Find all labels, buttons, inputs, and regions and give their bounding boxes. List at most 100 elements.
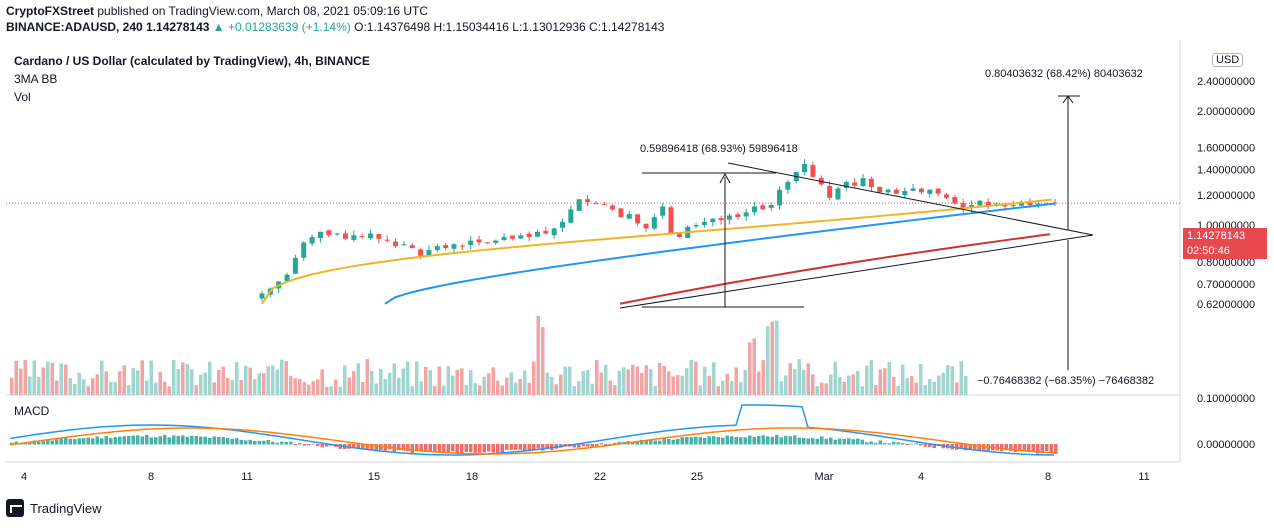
volume-bar bbox=[883, 368, 887, 395]
volume-bar bbox=[455, 369, 459, 395]
macd-histogram-bar bbox=[226, 437, 230, 445]
volume-bar bbox=[869, 360, 873, 395]
volume-bar bbox=[739, 382, 743, 395]
volume-bar bbox=[19, 368, 23, 395]
candle-body bbox=[977, 200, 983, 206]
macd-histogram-bar bbox=[532, 444, 536, 451]
indicator-ma-label[interactable]: 3MA BB bbox=[14, 72, 58, 86]
macd-histogram-bar bbox=[770, 436, 774, 445]
volume-bar bbox=[329, 386, 333, 395]
volume-bar bbox=[59, 363, 63, 395]
candle-body bbox=[860, 178, 866, 187]
macd-histogram-bar bbox=[176, 435, 180, 445]
candle-body bbox=[518, 235, 524, 239]
volume-bar bbox=[617, 370, 621, 395]
macd-histogram-bar bbox=[779, 437, 783, 445]
time-tick-label: 8 bbox=[148, 471, 154, 483]
candle-body bbox=[902, 191, 908, 196]
macd-histogram-bar bbox=[743, 437, 747, 445]
currency-button[interactable]: USD bbox=[1212, 53, 1244, 67]
volume-bar bbox=[86, 386, 90, 395]
volume-bar bbox=[244, 365, 248, 395]
macd-histogram-bar bbox=[712, 436, 716, 445]
macd-histogram-bar bbox=[1027, 444, 1031, 453]
volume-bar bbox=[320, 369, 324, 395]
macd-histogram-bar bbox=[545, 444, 549, 449]
macd-histogram-bar bbox=[352, 444, 356, 448]
volume-bar bbox=[118, 371, 122, 395]
candle-body bbox=[551, 228, 557, 236]
macd-histogram-bar bbox=[964, 444, 968, 451]
macd-histogram-bar bbox=[77, 438, 81, 445]
volume-bar bbox=[770, 321, 774, 395]
candle-body bbox=[468, 240, 474, 245]
volume-bar bbox=[487, 373, 491, 395]
macd-histogram-bar bbox=[406, 444, 410, 452]
indicator-vol-label[interactable]: Vol bbox=[14, 90, 31, 104]
macd-histogram-bar bbox=[820, 436, 824, 445]
volume-bar bbox=[127, 385, 131, 395]
volume-bar bbox=[154, 382, 158, 395]
macd-histogram-bar bbox=[662, 438, 666, 445]
macd-histogram-bar bbox=[113, 437, 117, 445]
volume-bar bbox=[383, 378, 387, 395]
ma-fast-line bbox=[261, 198, 1053, 305]
volume-bar bbox=[32, 360, 36, 395]
volume-bar bbox=[203, 372, 207, 395]
macd-label[interactable]: MACD bbox=[14, 404, 50, 418]
candle-body bbox=[451, 244, 457, 249]
volume-bar bbox=[496, 380, 500, 395]
volume-bar bbox=[797, 359, 801, 395]
volume-bar bbox=[262, 373, 266, 395]
volume-bar bbox=[518, 378, 522, 395]
volume-bar bbox=[478, 385, 482, 395]
macd-histogram-bar bbox=[865, 442, 869, 445]
macd-histogram-bar bbox=[59, 438, 63, 445]
volume-bar bbox=[730, 381, 734, 395]
quote-line: BINANCE:ADAUSD, 240 1.14278143 ▲ +0.0128… bbox=[6, 20, 664, 34]
macd-histogram-bar bbox=[280, 441, 284, 445]
macd-histogram-bar bbox=[901, 442, 905, 445]
volume-bar bbox=[757, 371, 761, 395]
volume-bar bbox=[788, 363, 792, 395]
bottom-target-label: −0.76468382 (−68.35%) −76468382 bbox=[977, 375, 1154, 387]
macd-histogram-bar bbox=[883, 443, 887, 445]
candle-body bbox=[284, 274, 290, 282]
macd-histogram-bar bbox=[221, 437, 225, 445]
volume-bar bbox=[527, 382, 531, 395]
macd-histogram-bar bbox=[1004, 444, 1008, 451]
volume-bar bbox=[811, 374, 815, 395]
volume-bar bbox=[964, 375, 968, 395]
volume-bar bbox=[397, 377, 401, 395]
macd-histogram-bar bbox=[878, 440, 882, 445]
volume-bar bbox=[208, 361, 212, 395]
triangle-upper-line bbox=[727, 162, 1094, 236]
candle-body bbox=[676, 232, 682, 238]
volume-bar bbox=[851, 374, 855, 395]
volume-bar bbox=[914, 382, 918, 395]
volume-bar bbox=[347, 377, 351, 395]
volume-bar bbox=[860, 386, 864, 395]
macd-histogram-bar bbox=[572, 444, 576, 448]
price-tick-label: 2.00000000 bbox=[1197, 106, 1255, 118]
flagpole-label: 0.59896418 (68.93%) 59896418 bbox=[640, 143, 798, 155]
volume-bar bbox=[514, 382, 518, 395]
macd-histogram-bar bbox=[932, 444, 936, 449]
candle-body bbox=[534, 231, 540, 237]
price-tick-label: 0.80000000 bbox=[1197, 257, 1255, 269]
volume-bar bbox=[460, 368, 464, 395]
macd-histogram-bar bbox=[415, 444, 419, 451]
macd-signal-line bbox=[9, 427, 1055, 455]
volume-bar bbox=[442, 385, 446, 395]
macd-histogram-bar bbox=[73, 439, 77, 445]
volume-bar bbox=[311, 381, 315, 395]
macd-histogram-bar bbox=[968, 444, 972, 450]
volume-bar bbox=[23, 360, 27, 395]
macd-histogram-bar bbox=[50, 440, 54, 445]
price-tick-label: 1.40000000 bbox=[1197, 165, 1255, 177]
volume-bar bbox=[829, 374, 833, 395]
volume-bar bbox=[217, 369, 221, 395]
macd-histogram-bar bbox=[446, 444, 450, 453]
footer-brand[interactable]: TradingView bbox=[6, 499, 102, 517]
